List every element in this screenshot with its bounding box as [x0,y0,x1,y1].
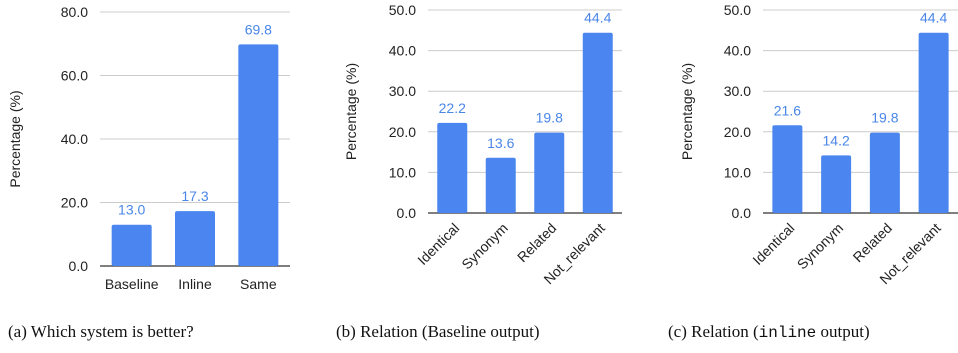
chart1-y-axis-label: Percentage (%) [7,90,23,187]
chart1-caption: (a) Which system is better? [8,322,194,341]
chart1-value-label: 17.3 [181,188,208,204]
chart3-value-label: 21.6 [774,102,801,118]
chart3-x-tick-label: Related [850,220,895,265]
chart2-x-tick-label: Synonym [458,220,511,273]
chart3-y-tick-label: 40.0 [724,43,751,59]
chart2-caption: (b) Relation (Baseline output) [336,322,539,341]
chart3-y-tick-label: 30.0 [724,83,751,99]
chart2-y-tick-label: 40.0 [389,43,416,59]
chart3-y-tick-label: 20.0 [724,124,751,140]
chart1-y-tick-label: 0.0 [69,258,89,274]
chart3-caption-code: inline [759,324,817,342]
chart2-value-label: 22.2 [439,100,466,116]
chart2-y-tick-label: 20.0 [389,124,416,140]
chart3-value-label: 19.8 [871,110,898,126]
chart3-x-tick-label: Identical [749,220,797,268]
chart2-y-tick-label: 50.0 [389,2,416,18]
chart2-bar-not_relevant [582,32,613,214]
chart3-value-label: 14.2 [823,132,850,148]
chart3-y-tick-label: 0.0 [732,205,752,221]
chart2-caption-text: (b) Relation (Baseline output) [336,322,539,341]
chart1-bar-baseline [111,224,152,266]
chart3-y-tick-label: 50.0 [724,2,751,18]
chart1-x-tick-label: Baseline [105,276,159,292]
chart2-value-label: 44.4 [584,10,611,26]
chart2-bar-related [534,132,565,213]
chart2-bar-identical [437,122,468,213]
chart3-bar-related [869,132,900,213]
chart1-y-tick-label: 40.0 [61,131,88,147]
chart2-value-label: 13.6 [487,135,514,151]
chart1-x-tick-label: Same [240,276,277,292]
chart2-y-tick-label: 10.0 [389,164,416,180]
chart2-x-tick-label: Identical [414,220,462,268]
chart2-bar-synonym [485,157,516,213]
chart2-value-label: 19.8 [536,110,563,126]
chart3-bar-synonym [821,155,852,213]
chart1-caption-text: (a) Which system is better? [8,322,194,341]
chart3-bar-not_relevant [918,32,949,214]
chart3-y-tick-label: 10.0 [724,164,751,180]
chart3-bar-identical [772,125,803,213]
chart2-y-tick-label: 0.0 [397,205,417,221]
chart3-x-tick-label: Synonym [794,220,847,273]
chart1-y-tick-label: 80.0 [61,4,88,20]
chart2-y-axis-label: Percentage (%) [343,63,359,160]
chart3-caption-text-end: output) [816,322,869,341]
chart1-bar-inline [175,211,215,266]
chart1-value-label: 69.8 [245,21,272,37]
chart1-bar-same [238,44,279,267]
chart1-value-label: 13.0 [118,202,145,218]
chart1-x-tick-label: Inline [178,276,212,292]
chart1-y-tick-label: 20.0 [61,195,88,211]
chart3-value-label: 44.4 [920,10,947,26]
chart2-x-tick-label: Related [514,220,559,265]
chart3-caption: (c) Relation (inline output) [668,322,870,342]
chart3-caption-text: (c) Relation ( [668,322,759,341]
chart1-y-tick-label: 60.0 [61,68,88,84]
chart2-y-tick-label: 30.0 [389,83,416,99]
chart3-y-axis-label: Percentage (%) [679,63,695,160]
